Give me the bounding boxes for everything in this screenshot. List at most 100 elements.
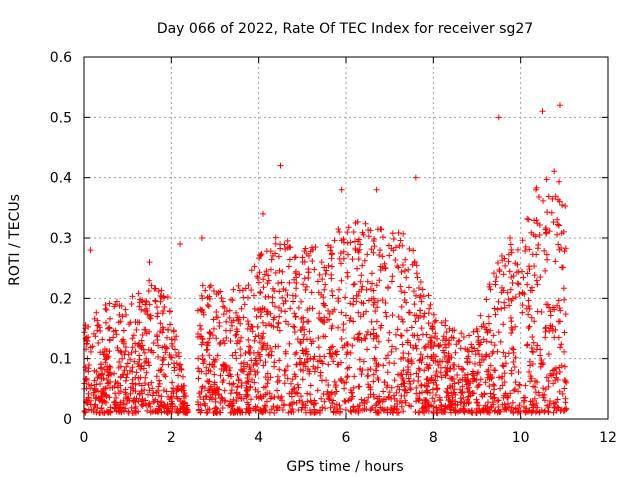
data-point (555, 404, 562, 411)
data-point (325, 361, 332, 368)
data-point (344, 239, 351, 246)
data-point (507, 286, 514, 293)
data-point (526, 323, 533, 330)
data-point (263, 346, 270, 353)
data-point (478, 323, 485, 330)
data-point (511, 386, 518, 393)
data-point (245, 348, 252, 355)
data-point (207, 368, 214, 375)
data-point (458, 330, 465, 337)
data-point (157, 298, 164, 305)
data-point (311, 400, 318, 407)
data-point (488, 339, 495, 346)
data-point (218, 394, 225, 401)
data-point (145, 346, 152, 353)
data-point (291, 385, 298, 392)
data-point (392, 345, 399, 352)
data-point (176, 366, 183, 373)
data-point (452, 409, 459, 416)
data-point (406, 402, 413, 409)
data-point (460, 334, 467, 341)
data-point (305, 318, 312, 325)
data-point (438, 319, 445, 326)
data-point (142, 380, 149, 387)
data-point (254, 404, 261, 411)
data-point (106, 315, 113, 322)
data-point (510, 272, 517, 279)
data-point (336, 286, 343, 293)
data-point (127, 319, 134, 326)
data-point (490, 332, 497, 339)
data-point (551, 168, 558, 175)
data-point (226, 307, 233, 314)
data-point (274, 404, 281, 411)
data-point (407, 309, 414, 316)
data-point (166, 321, 173, 328)
data-point (355, 407, 362, 414)
data-point (355, 309, 362, 316)
data-point (120, 327, 127, 334)
data-point (266, 390, 273, 397)
data-point (344, 373, 351, 380)
data-point (419, 408, 426, 415)
data-point (129, 344, 136, 351)
data-point (140, 365, 147, 372)
data-point (328, 389, 335, 396)
data-point (195, 375, 202, 382)
data-point (514, 280, 521, 287)
data-point (159, 357, 166, 364)
data-point (198, 388, 205, 395)
data-point (372, 308, 379, 315)
data-point (225, 402, 232, 409)
data-point (405, 284, 412, 291)
data-point (229, 352, 236, 359)
data-point (204, 301, 211, 308)
data-point (507, 241, 514, 248)
data-point (150, 349, 157, 356)
data-point (354, 238, 361, 245)
data-point (340, 321, 347, 328)
data-point (449, 375, 456, 382)
data-point (277, 395, 284, 402)
data-point (171, 367, 178, 374)
data-point (323, 377, 330, 384)
data-point (440, 347, 447, 354)
data-point (344, 269, 351, 276)
data-point (329, 292, 336, 299)
data-point (452, 349, 459, 356)
data-point (508, 318, 515, 325)
data-point (304, 351, 311, 358)
data-point (221, 361, 228, 368)
data-point (552, 258, 559, 265)
data-point (386, 359, 393, 366)
data-point (446, 404, 453, 411)
data-point (327, 404, 334, 411)
data-point (274, 324, 281, 331)
data-point (302, 286, 309, 293)
data-point (149, 385, 156, 392)
data-point (168, 409, 175, 416)
data-point (422, 397, 429, 404)
data-point (257, 408, 264, 415)
data-point (308, 409, 315, 416)
data-point (157, 320, 164, 327)
data-point (417, 278, 424, 285)
data-point (338, 335, 345, 342)
data-point (233, 326, 240, 333)
data-point (104, 376, 111, 383)
data-point (155, 409, 162, 416)
data-point (432, 317, 439, 324)
data-point (211, 387, 218, 394)
data-point (411, 301, 418, 308)
data-point (491, 394, 498, 401)
data-point (282, 287, 289, 294)
y-axis-label: ROTI / TECUs (7, 194, 23, 286)
data-point (478, 391, 485, 398)
data-point (402, 397, 409, 404)
data-point (228, 322, 235, 329)
data-point (544, 209, 551, 216)
data-point (278, 307, 285, 314)
data-point (400, 318, 407, 325)
data-point (102, 385, 109, 392)
data-point (400, 380, 407, 387)
